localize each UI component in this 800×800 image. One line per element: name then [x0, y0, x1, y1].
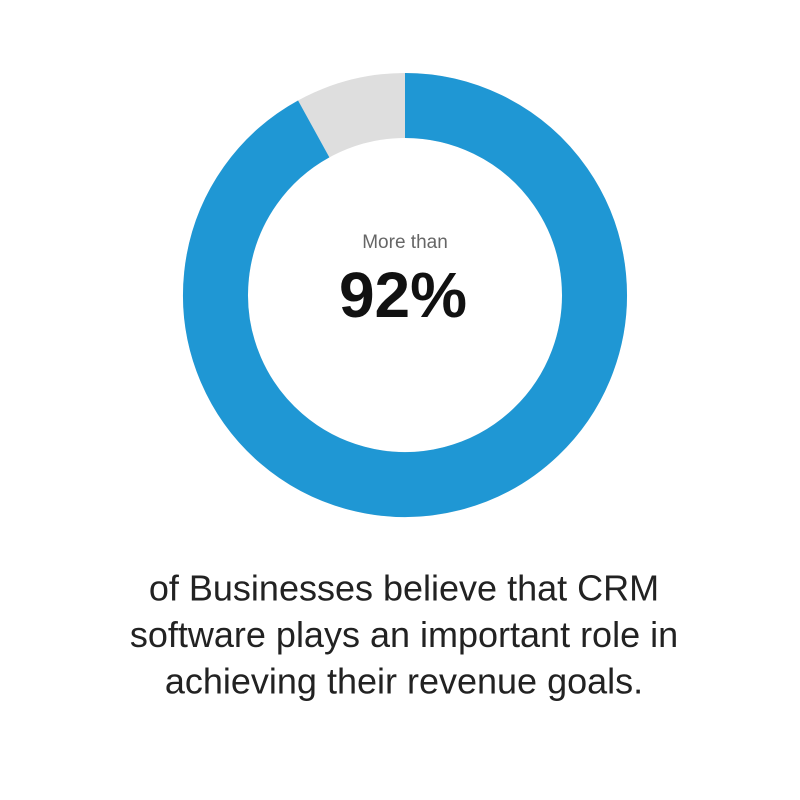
donut-arc [183, 73, 627, 517]
caption-line: achieving their revenue goals. [165, 661, 643, 702]
caption-line: of Businesses believe that CRM [149, 568, 659, 609]
annotation: More than [362, 232, 448, 253]
value-label: 92% [339, 259, 467, 331]
caption-line: software plays an important role in [130, 614, 678, 655]
